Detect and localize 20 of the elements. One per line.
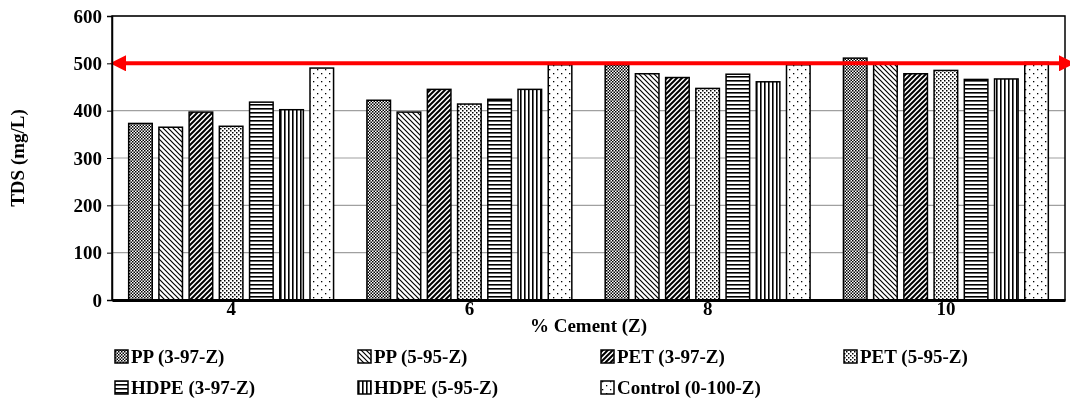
legend-label: HDPE (3-97-Z) [131, 377, 256, 399]
x-tick-label: 10 [936, 298, 956, 319]
x-tick-label: 6 [464, 298, 475, 319]
y-tick-label: 400 [73, 100, 102, 122]
legend-label: PP (3-97-Z) [131, 346, 225, 368]
y-tick-label: 300 [73, 147, 102, 169]
legend-label: Control (0-100-Z) [617, 377, 761, 399]
y-tick-label: 0 [92, 289, 102, 311]
legend-label: HDPE (5-95-Z) [374, 377, 499, 399]
legend-label: PET (3-97-Z) [617, 346, 725, 368]
y-tick-label: 200 [73, 194, 102, 216]
legend-label: PP (5-95-Z) [374, 346, 468, 368]
y-tick-label: 500 [73, 52, 102, 74]
y-tick-label: 100 [73, 242, 102, 264]
y-tick-label: 600 [73, 5, 102, 27]
x-tick-label: 4 [226, 298, 237, 319]
legend-label: PET (5-95-Z) [860, 346, 968, 368]
x-tick-label: 8 [702, 298, 713, 319]
y-axis-title: TDS (mg/L) [7, 109, 29, 207]
x-axis-title: % Cement (Z) [529, 315, 648, 337]
